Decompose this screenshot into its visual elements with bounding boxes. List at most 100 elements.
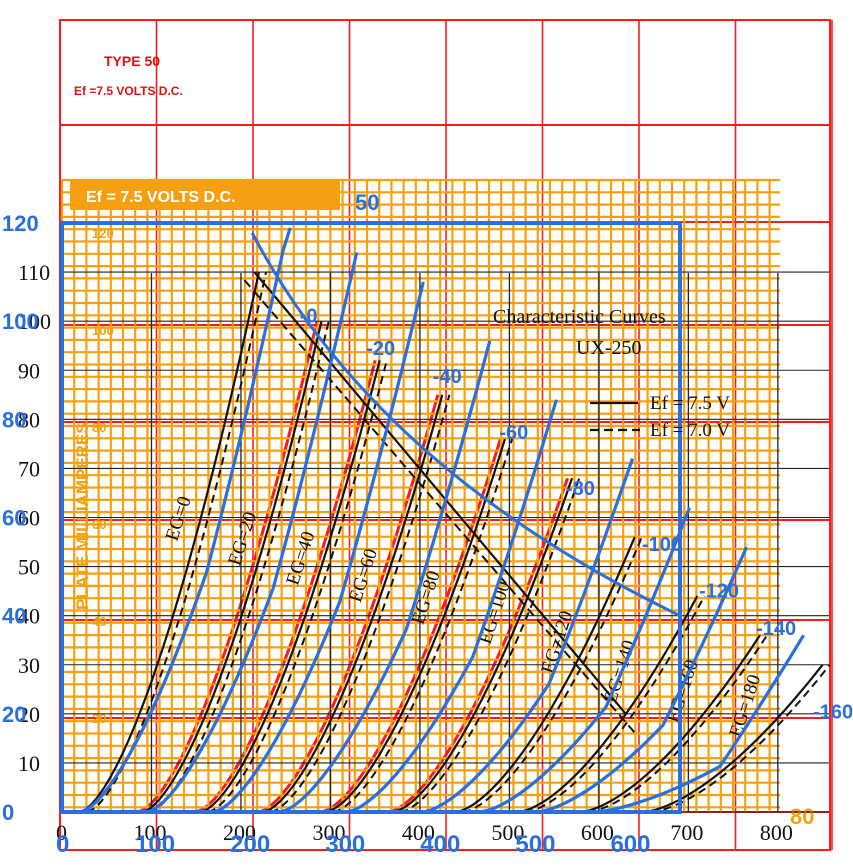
orange-ytick-label: 120 <box>92 226 114 241</box>
blue-curve-label: -40 <box>433 366 462 388</box>
blue-frame <box>60 221 682 814</box>
blue-ytick-label: 120 <box>2 211 39 236</box>
blue-xtick-label: 600 <box>610 831 650 858</box>
black-ytick-label: 70 <box>18 456 40 481</box>
black-ytick-label: 90 <box>18 358 40 383</box>
blue-curve-label: -0 <box>300 305 318 327</box>
blue-xtick-label: 0 <box>56 831 69 858</box>
black-ytick-label: 100 <box>18 309 51 334</box>
black-ytick-label: 50 <box>18 555 40 580</box>
legend-dashed-label: Ef = 7.0 V <box>650 420 730 441</box>
orange-ylabel: PLATE MILLIAMPERES <box>73 422 92 610</box>
black-xtick-label: 400 <box>402 820 435 845</box>
red-curve <box>258 394 440 814</box>
blue-curve-label: -120 <box>699 581 739 603</box>
black-xtick-label: 0 <box>56 820 67 845</box>
red-type-label: TYPE 50 <box>104 53 160 69</box>
blue-ytick-label: 20 <box>2 702 26 727</box>
load-line-dashed <box>243 279 637 735</box>
black-ytick-label: 60 <box>18 506 40 531</box>
curve-eg-0-dashed <box>86 271 267 813</box>
black-ytick-label: 110 <box>18 260 50 285</box>
curve-eg-100-dashed <box>399 477 581 813</box>
black-ytick-label: 30 <box>18 653 40 678</box>
blue-xtick-label: 100 <box>135 831 175 858</box>
orange-header: Ef = 7.5 VOLTS D.C. PLATE MILLIAMPERES <box>70 180 340 610</box>
orange-xtick-right-label: 80 <box>790 804 814 829</box>
blue-curve <box>479 507 691 814</box>
red-filament-label: Ef =7.5 VOLTS D.C. <box>74 84 183 98</box>
blue-curve <box>213 281 425 814</box>
curve-eg-80-dashed <box>332 438 514 813</box>
blue-curve-label: -20 <box>366 338 395 360</box>
legend: Ef = 7.5 V Ef = 7.0 V <box>590 393 730 441</box>
chart-subtitle: UX-250 <box>576 337 642 359</box>
orange-ytick-label: 60 <box>92 517 106 532</box>
chart-title: Characteristic Curves <box>493 306 666 328</box>
blue-curve-label: -60 <box>499 422 528 444</box>
blue-curve-label: -80 <box>566 478 595 500</box>
chart-title-group: Characteristic Curves UX-250 <box>493 306 666 359</box>
orange-filament-label: Ef = 7.5 VOLTS D.C. <box>86 189 236 206</box>
blue-header: 50 <box>355 190 379 215</box>
blue-curve <box>346 399 558 814</box>
red-curve <box>137 320 319 814</box>
curve-eg-120-dashed <box>462 536 643 813</box>
blue-ytick-label: 100 <box>2 309 39 334</box>
black-ytick-label: 20 <box>18 702 40 727</box>
curve-eg-180-solid <box>643 664 824 814</box>
blue-curve <box>537 546 749 814</box>
black-xtick-label: 600 <box>581 820 614 845</box>
curve-eg-60-solid <box>262 394 444 814</box>
curve-eg-0-solid <box>79 271 260 813</box>
curve-eg-20-solid <box>142 320 323 814</box>
curve-eg-140-dashed <box>525 595 706 813</box>
blue-curve <box>280 340 492 814</box>
blue-ytick-label: 0 <box>2 800 14 825</box>
black-ytick-label: 10 <box>18 751 40 776</box>
black-xtick-label: 500 <box>491 820 524 845</box>
curve-eg-60-dashed <box>270 394 451 813</box>
orange-header-band <box>70 180 340 210</box>
red-header: TYPE 50 Ef =7.5 VOLTS D.C. <box>74 53 183 98</box>
black-xtick-label: 300 <box>312 820 345 845</box>
curve-eg-40-dashed <box>207 360 388 813</box>
black-ytick-label: 40 <box>18 604 40 629</box>
orange-ytick-label: 100 <box>92 323 114 338</box>
blue-curve <box>594 634 805 814</box>
curve-eg-160-solid <box>580 634 761 814</box>
black-xtick-label: 200 <box>223 820 256 845</box>
red-curve <box>195 360 377 814</box>
orange-ytick-label: 20 <box>92 711 106 726</box>
blue-xtick-label: 300 <box>325 831 365 858</box>
blue-curve-label: -140 <box>756 618 796 640</box>
blue-curve <box>146 252 359 814</box>
curve-eg-140-solid <box>518 595 699 814</box>
curve-eg-100-solid <box>392 477 574 814</box>
curve-eg-160-dashed <box>587 634 768 813</box>
black-xtick-label: 800 <box>760 820 793 845</box>
orange-ytick-label: 80 <box>92 420 106 435</box>
legend-solid-label: Ef = 7.5 V <box>650 393 730 414</box>
blue-curve <box>80 227 292 814</box>
orange-ytick-label: 40 <box>92 614 106 629</box>
load-line-solid <box>253 271 627 715</box>
blue-tube-label: 50 <box>355 190 379 215</box>
blue-overlay-layer: 0 100 200 300 400 500 600020406080100120-0-20-… <box>2 211 853 858</box>
black-xtick-label: 700 <box>670 820 703 845</box>
black-xtick-label: 100 <box>133 820 166 845</box>
blue-curve-label: -160 <box>813 702 853 724</box>
curve-eg-40-solid <box>200 360 381 814</box>
blue-xtick-label: 200 <box>230 831 270 858</box>
blue-ytick-label: 80 <box>2 407 26 432</box>
curve-eg-120-solid <box>455 536 636 814</box>
blue-curve <box>422 458 635 814</box>
curve-eg-80-solid <box>325 438 506 814</box>
blue-xtick-label: 500 <box>515 831 555 858</box>
blue-ytick-label: 60 <box>2 506 26 531</box>
blue-ytick-label: 40 <box>2 604 26 629</box>
black-ytick-label: 80 <box>18 407 40 432</box>
blue-load-curve <box>250 232 681 618</box>
blue-xtick-label: 400 <box>420 831 460 858</box>
